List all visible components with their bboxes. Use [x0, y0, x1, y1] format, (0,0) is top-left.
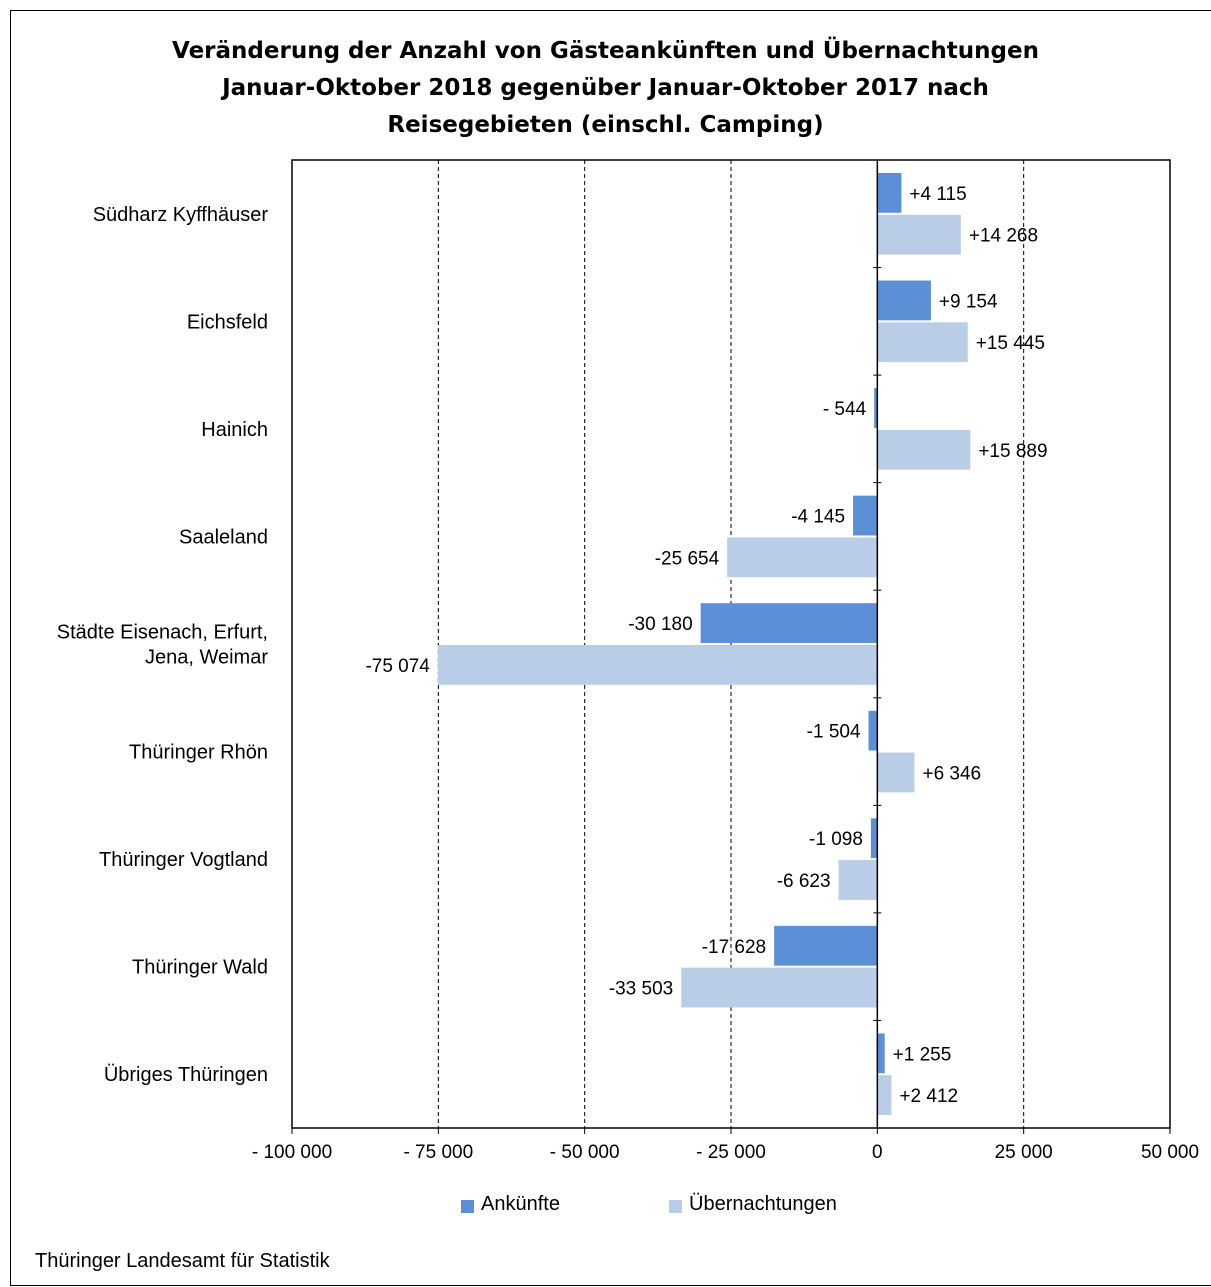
x-tick-label-1: - 75 000: [403, 1142, 473, 1163]
x-tick-label-3: - 25 000: [696, 1142, 766, 1163]
data-label-uebernachtungen-5: +6 346: [922, 763, 981, 784]
legend-label-ankuenfte: Ankünfte: [481, 1193, 560, 1215]
bar-ankuenfte-8: [877, 1033, 885, 1074]
category-label-3: Saaleland: [179, 526, 268, 548]
data-label-ankuenfte-8: +1 255: [893, 1044, 952, 1065]
data-label-uebernachtungen-3: -25 654: [655, 548, 720, 569]
bar-ankuenfte-6: [870, 818, 878, 859]
x-tick-label-2: - 50 000: [550, 1142, 620, 1163]
bar-uebernachtungen-4: [437, 645, 878, 685]
bar-uebernachtungen-7: [681, 967, 878, 1008]
category-label-4-line-1: Jena, Weimar: [145, 647, 268, 669]
category-label-8: Übriges Thüringen: [104, 1064, 268, 1086]
bar-ankuenfte-7: [774, 925, 878, 966]
data-label-uebernachtungen-6: -6 623: [777, 871, 831, 892]
bar-ankuenfte-3: [853, 495, 878, 536]
category-label-7: Thüringer Wald: [132, 957, 268, 979]
data-label-ankuenfte-5: -1 504: [807, 722, 861, 743]
x-tick-label-0: - 100 000: [252, 1142, 332, 1163]
legend: Ankünfte Übernachtungen: [0, 1193, 1211, 1219]
data-label-ankuenfte-7: -17 628: [702, 937, 766, 958]
x-tick-label-4: 0: [872, 1142, 883, 1163]
legend-swatch-ankuenfte: [461, 1200, 474, 1213]
data-label-uebernachtungen-7: -33 503: [609, 979, 673, 1000]
bar-uebernachtungen-3: [727, 537, 878, 578]
chart-title-line-2: Januar-Oktober 2018 gegenüber Januar-Okt…: [222, 75, 989, 101]
category-label-5: Thüringer Rhön: [129, 742, 268, 764]
bar-uebernachtungen-0: [877, 214, 961, 255]
bar-uebernachtungen-5: [877, 752, 915, 793]
data-label-ankuenfte-1: +9 154: [939, 291, 998, 312]
data-label-uebernachtungen-1: +15 445: [976, 333, 1045, 354]
category-label-1: Eichsfeld: [187, 311, 268, 333]
bar-ankuenfte-5: [868, 710, 878, 751]
category-label-2: Hainich: [201, 419, 268, 441]
bar-ankuenfte-4: [700, 603, 878, 643]
bar-uebernachtungen-2: [877, 429, 971, 470]
data-label-uebernachtungen-4: -75 074: [365, 656, 430, 677]
bar-ankuenfte-2: [874, 388, 878, 428]
data-label-ankuenfte-0: +4 115: [909, 184, 966, 205]
bar-uebernachtungen-6: [838, 860, 878, 900]
data-label-ankuenfte-3: -4 145: [791, 507, 845, 528]
data-label-uebernachtungen-2: +15 889: [978, 441, 1047, 462]
legend-label-uebernachtungen: Übernachtungen: [689, 1193, 837, 1215]
bar-ankuenfte-1: [877, 280, 931, 321]
bar-uebernachtungen-8: [877, 1075, 892, 1116]
bar-uebernachtungen-1: [877, 322, 968, 363]
category-label-6: Thüringer Vogtland: [99, 849, 268, 871]
bar-ankuenfte-0: [877, 172, 902, 213]
x-tick-label-6: 50 000: [1141, 1142, 1199, 1163]
category-label-4-line-0: Städte Eisenach, Erfurt,: [57, 622, 268, 644]
category-label-0: Südharz Kyffhäuser: [93, 204, 269, 226]
data-label-ankuenfte-2: - 544: [823, 399, 867, 420]
data-label-ankuenfte-4: -30 180: [628, 614, 692, 635]
legend-swatch-uebernachtungen: [669, 1200, 682, 1213]
chart-frame: [10, 10, 1211, 1286]
data-label-ankuenfte-6: -1 098: [809, 829, 863, 850]
source-note: Thüringer Landesamt für Statistik: [35, 1250, 330, 1272]
data-label-uebernachtungen-8: +2 412: [899, 1086, 958, 1107]
chart-title-line-1: Veränderung der Anzahl von Gästeankünfte…: [172, 38, 1039, 64]
chart-title-line-3: Reisegebieten (einschl. Camping): [387, 112, 824, 138]
x-tick-label-5: 25 000: [995, 1142, 1053, 1163]
data-label-uebernachtungen-0: +14 268: [969, 226, 1038, 247]
